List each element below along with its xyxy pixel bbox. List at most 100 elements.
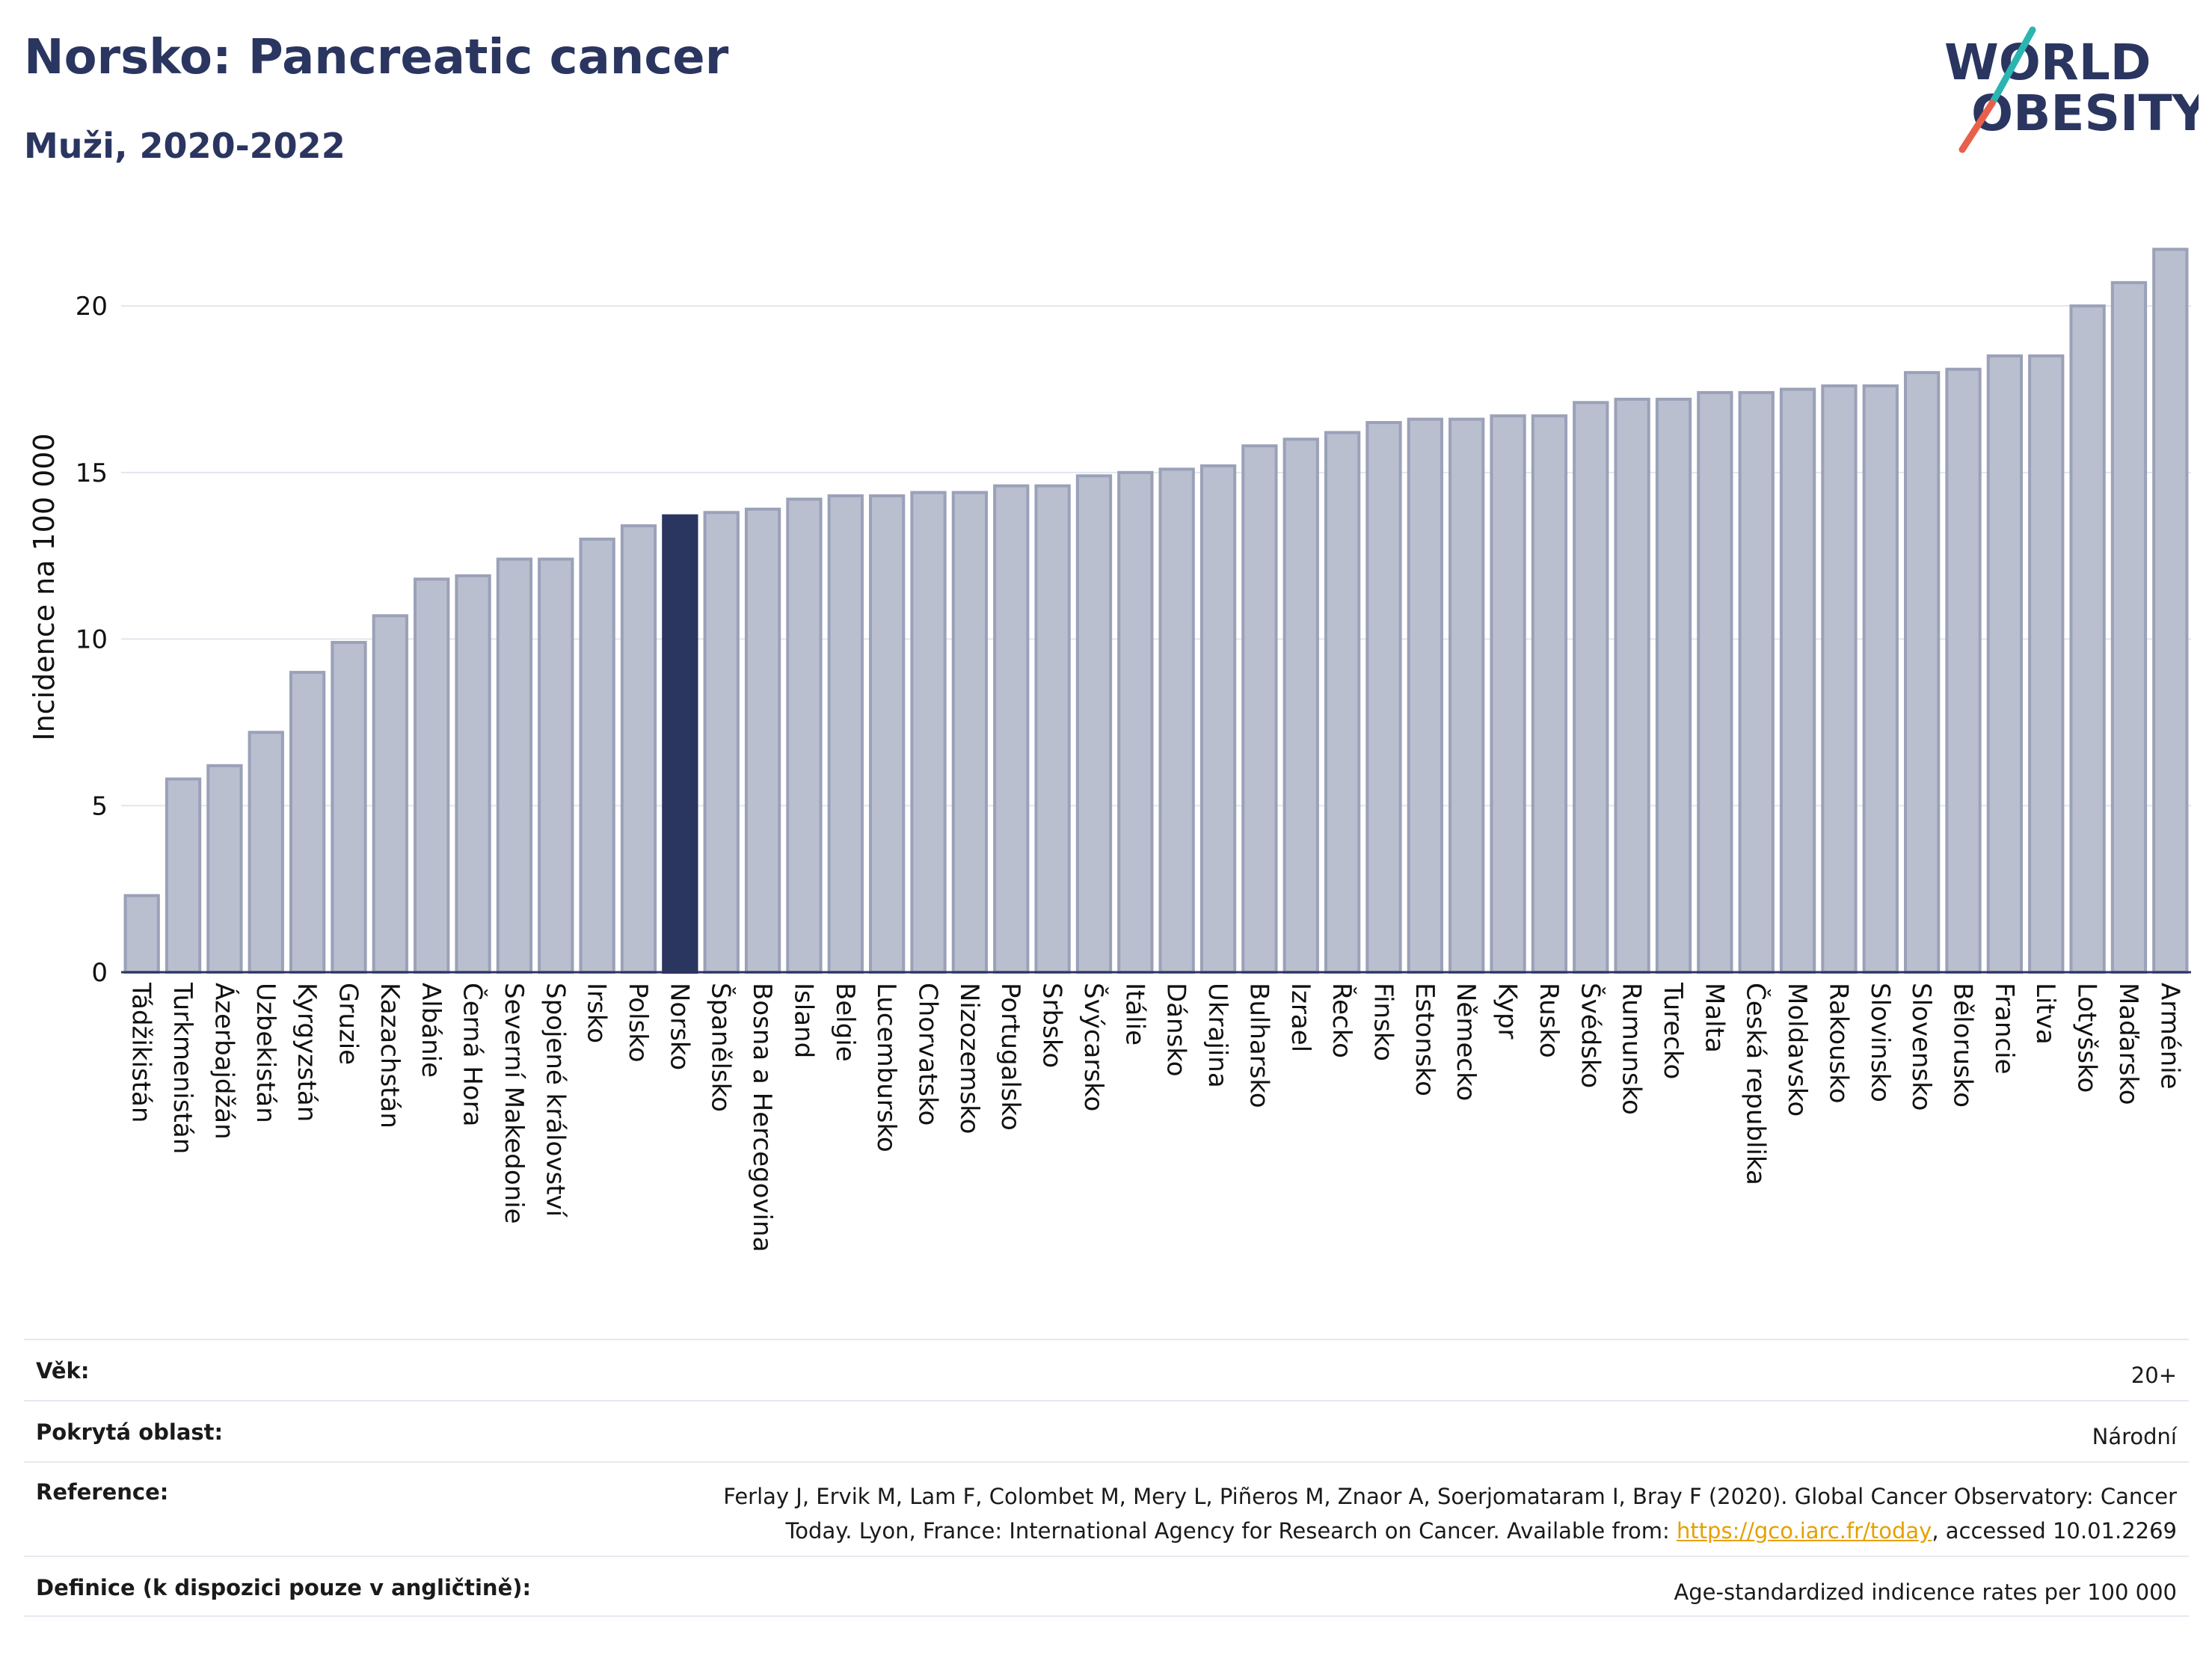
age-label: Věk: [36, 1358, 90, 1384]
age-value: 20+ [2130, 1363, 2177, 1388]
x-tick-label: Srbsko [1037, 983, 1067, 1068]
bar-Nizozemsko [951, 491, 989, 974]
bar-Německo [1448, 417, 1485, 974]
bar-Polsko [620, 524, 657, 974]
bar-Arménie [2152, 248, 2189, 974]
x-tick-label: Španělsko [706, 983, 737, 1112]
info-row-reference: Reference: Ferlay J, Ervik M, Lam F, Col… [24, 1461, 2189, 1556]
y-tick-label: 20 [76, 292, 108, 322]
x-tick-label: Švýcarsko [1078, 983, 1109, 1111]
bar-Černá Hora [455, 574, 491, 974]
x-tick-label: Bulharsko [1244, 983, 1274, 1108]
logo-text-obesity: OBESITY [1971, 85, 2199, 142]
bar-chart: 0 5 10 15 20 Tádžikistán Turkmenistán Ázerbajd… [28, 248, 2191, 1252]
bar-Švédsko [1573, 401, 1609, 974]
bar-Itálie [1117, 470, 1154, 974]
x-tick-label: Chorvatsko [913, 983, 943, 1126]
x-tick-label: Itálie [1119, 983, 1149, 1045]
x-tick-label: Litva [2030, 983, 2060, 1045]
x-tick-labels: Tádžikistán Turkmenistán Ázerbajdžán Uzbeki… [126, 982, 2185, 1252]
x-tick-label: Francie [1989, 983, 2019, 1075]
bar-Tádžikistán [123, 894, 160, 974]
bar-Maďarsko [2110, 280, 2148, 974]
y-tick-label: 10 [76, 625, 108, 655]
bar-Chorvatsko [910, 491, 947, 974]
x-tick-label: Kyrgyzstán [292, 983, 322, 1122]
x-tick-label: Lucembursko [871, 983, 901, 1152]
x-tick-label: Moldavsko [1782, 983, 1812, 1117]
x-tick-label: Slovinsko [1865, 983, 1895, 1102]
x-tick-label: Nizozemsko [954, 983, 984, 1134]
reference-text-3: , accessed 10.01.2269 [1932, 1518, 2177, 1544]
x-tick-label: Arménie [2154, 983, 2184, 1090]
bar-Severní Makedonie [496, 557, 533, 974]
bar-Spojené království [538, 557, 574, 974]
x-tick-label: Ukrajina [1202, 983, 1232, 1088]
bar-Kypr [1490, 414, 1526, 974]
x-tick-label: Řecko [1327, 983, 1357, 1058]
x-tick-label: Kazachstán [375, 983, 405, 1129]
definition-value: Age-standardized indicence rates per 100… [1674, 1579, 2177, 1605]
x-tick-label: Belgie [830, 983, 860, 1062]
logo-text-world: WORLD [1944, 34, 2151, 91]
bar-Portugalsko [993, 484, 1030, 974]
bar-Švýcarsko [1075, 474, 1113, 974]
x-tick-label: Portugalsko [995, 983, 1025, 1131]
bar-Izrael [1282, 437, 1319, 974]
x-tick-label: Kypr [1493, 983, 1523, 1040]
bar-Francie [1986, 354, 2024, 974]
bar-Finsko [1365, 421, 1402, 974]
x-tick-label: Česká republika [1741, 983, 1772, 1185]
y-axis-label: Incidence na 100 000 [28, 433, 61, 740]
bar-Belgie [827, 494, 864, 974]
bar-Irsko [579, 537, 615, 974]
x-tick-label: Německo [1451, 983, 1481, 1101]
x-tick-label: Maďarsko [2113, 983, 2143, 1105]
bar-Lucembursko [869, 494, 906, 974]
x-tick-label: Švédsko [1575, 983, 1606, 1088]
bar-Turecko [1655, 397, 1692, 974]
x-tick-label: Slovensko [1906, 983, 1936, 1111]
chart-title: Norsko: Pancreatic cancer [24, 30, 729, 85]
bar-Dánsko [1158, 467, 1195, 974]
x-tick-label: Turkmenistán [168, 982, 197, 1154]
bar-Turkmenistán [165, 777, 202, 974]
bar-Uzbekistán [248, 731, 284, 974]
y-tick-label: 0 [91, 958, 108, 988]
reference-link[interactable]: https://gco.iarc.fr/today [1676, 1518, 1932, 1544]
bar-Bělorusko [1945, 367, 1982, 974]
x-tick-label: Rumunsko [1617, 983, 1647, 1115]
y-tick-labels: 0 5 10 15 20 [76, 292, 108, 988]
x-tick-label: Izrael [1285, 983, 1315, 1052]
info-table: Věk: 20+ Pokrytá oblast: Národní Referen… [24, 1339, 2189, 1617]
x-tick-label: Rusko [1534, 983, 1564, 1058]
reference-text-1: Ferlay J, Ervik M, Lam F, Colombet M, Me… [723, 1484, 2177, 1509]
logo-slash-top [1988, 26, 2036, 107]
bar-Srbsko [1034, 484, 1071, 974]
reference-text-2: Today. Lyon, France: International Agenc… [785, 1518, 1677, 1544]
x-tick-label: Turecko [1658, 982, 1688, 1079]
bar-Ukrajina [1199, 464, 1237, 974]
bar-Rusko [1531, 414, 1568, 974]
bar-Gruzie [331, 641, 367, 974]
bar-Litva [2028, 354, 2065, 974]
bar-Slovinsko [1862, 384, 1899, 974]
bar-Kazachstán [372, 614, 408, 974]
y-tick-label: 5 [91, 791, 108, 821]
x-tick-label: Gruzie [333, 983, 363, 1065]
bar-Estonsko [1407, 417, 1443, 974]
bar-Norsko [662, 514, 698, 974]
x-tick-label: Spojené království [540, 983, 570, 1218]
bar-Island [786, 497, 823, 974]
logo-slash-bottom [1958, 99, 1996, 153]
x-tick-label: Norsko [664, 983, 694, 1070]
bar-Řecko [1324, 431, 1361, 974]
x-tick-label: Tádžikistán [126, 982, 156, 1123]
x-tick-label: Dánsko [1161, 983, 1191, 1077]
coverage-label: Pokrytá oblast: [36, 1419, 224, 1445]
bar-Moldavsko [1779, 387, 1816, 974]
bar-Kyrgyzstán [289, 671, 326, 974]
x-tick-label: Island [788, 983, 818, 1058]
x-tick-label: Albánie [416, 983, 446, 1078]
y-tick-label: 15 [76, 458, 108, 488]
